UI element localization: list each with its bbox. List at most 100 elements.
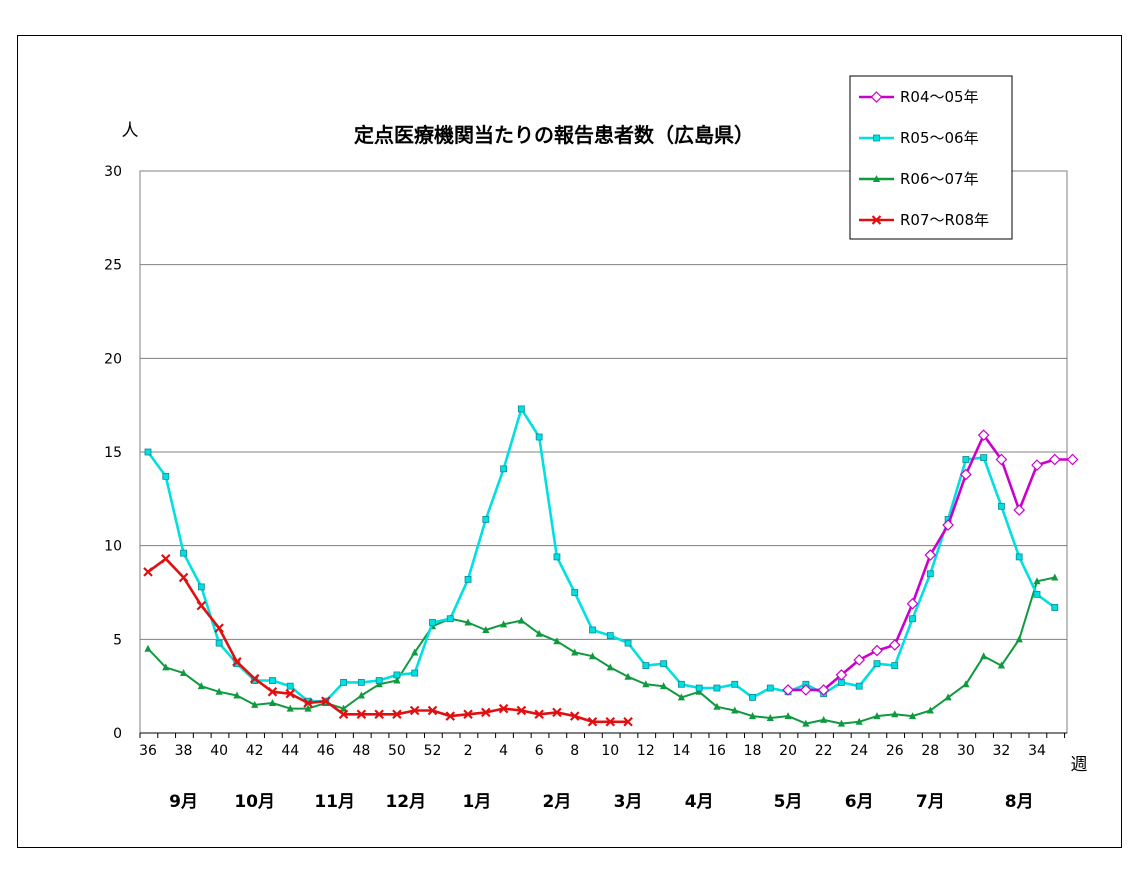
data-point [731,706,739,714]
x-tick-label: 28 [921,743,939,759]
x-tick-label: 26 [886,743,904,759]
series-1 [144,405,1059,705]
data-point [980,652,988,660]
data-point [411,648,419,656]
data-point [605,716,616,727]
data-point [534,709,544,720]
data-point [321,696,331,706]
data-point [339,704,348,712]
series-line [147,557,629,724]
data-point [817,684,830,696]
data-point [891,710,899,718]
data-point [713,684,721,692]
data-point [1048,453,1061,466]
series-line [788,433,1073,692]
data-point [196,600,207,611]
data-point [162,472,170,480]
data-point [998,502,1005,510]
legend-label: R05～06年 [900,129,979,147]
data-point [995,453,1008,466]
data-point [820,715,828,723]
series-line [147,576,1056,725]
data-point [1013,504,1026,516]
data-point [553,553,561,561]
data-point [516,705,527,716]
chart-title: 定点医療機関当たりの報告患者数（広島県） [354,123,754,147]
data-point [855,717,863,725]
data-point [249,673,260,684]
data-point [766,714,774,722]
data-point [446,615,454,623]
data-point [942,519,954,531]
x-tick-label: 6 [535,743,544,759]
data-point [871,215,882,225]
month-label: 9月 [169,792,198,812]
data-point [871,644,883,657]
month-label: 10月 [234,792,275,812]
data-point [926,570,934,578]
data-point [660,682,668,690]
legend: R04～05年 R05～06年 R06～07年 R07～R08年 [849,75,1013,240]
data-point [908,712,917,720]
legend-label: R04～05年 [900,88,979,106]
data-point [1066,453,1079,466]
y-tick-label: 25 [104,258,122,274]
legend-label: R07～R08年 [900,211,989,229]
data-point [872,175,881,182]
x-tick-label: 18 [744,743,762,759]
month-label: 12月 [385,792,426,812]
data-point [587,716,598,727]
data-point [782,684,794,696]
data-point [393,676,401,684]
x-tick-label: 14 [672,743,690,759]
x-tick-label: 50 [388,743,406,759]
data-point [286,704,294,712]
data-point [748,712,757,720]
x-tick-label: 4 [499,743,508,759]
x-tick-label: 46 [317,743,335,759]
y-tick-label: 0 [113,726,122,742]
data-point [606,632,614,639]
x-tick-label: 30 [957,743,975,759]
data-point [429,619,436,626]
y-tick-label: 5 [113,632,122,648]
data-point [409,705,420,716]
data-point [873,712,881,720]
x-tick-label: 16 [708,743,726,759]
data-point [624,672,632,680]
x-axis-unit: 週 [1071,755,1088,775]
data-point [926,706,934,714]
legend-label: R06～07年 [900,170,979,188]
data-point [873,134,880,142]
data-point [873,660,881,668]
grid-lines [140,264,1067,640]
x-tick-label: 10 [601,743,619,759]
data-point [340,679,347,686]
data-point [180,549,187,557]
data-point [678,680,685,688]
data-point [215,639,223,647]
data-point [144,448,152,456]
month-label: 11月 [314,792,355,812]
y-axis-unit: 人 [122,121,139,141]
data-point [962,680,970,688]
x-tick-label: 12 [637,743,655,759]
data-point [855,682,863,690]
x-tick-label: 24 [850,743,868,759]
data-point [393,671,401,679]
data-point [268,699,277,707]
data-point [1051,573,1059,581]
data-point [392,709,402,720]
data-point [517,405,525,413]
data-point [269,677,276,684]
data-point [535,433,543,441]
data-point [357,679,365,686]
data-point [285,688,296,699]
x-tick-label: 2 [464,743,473,759]
data-point [835,669,848,681]
month-label: 6月 [845,792,874,812]
month-label: 8月 [1005,792,1034,812]
data-point [1033,577,1041,585]
data-point [571,589,579,596]
